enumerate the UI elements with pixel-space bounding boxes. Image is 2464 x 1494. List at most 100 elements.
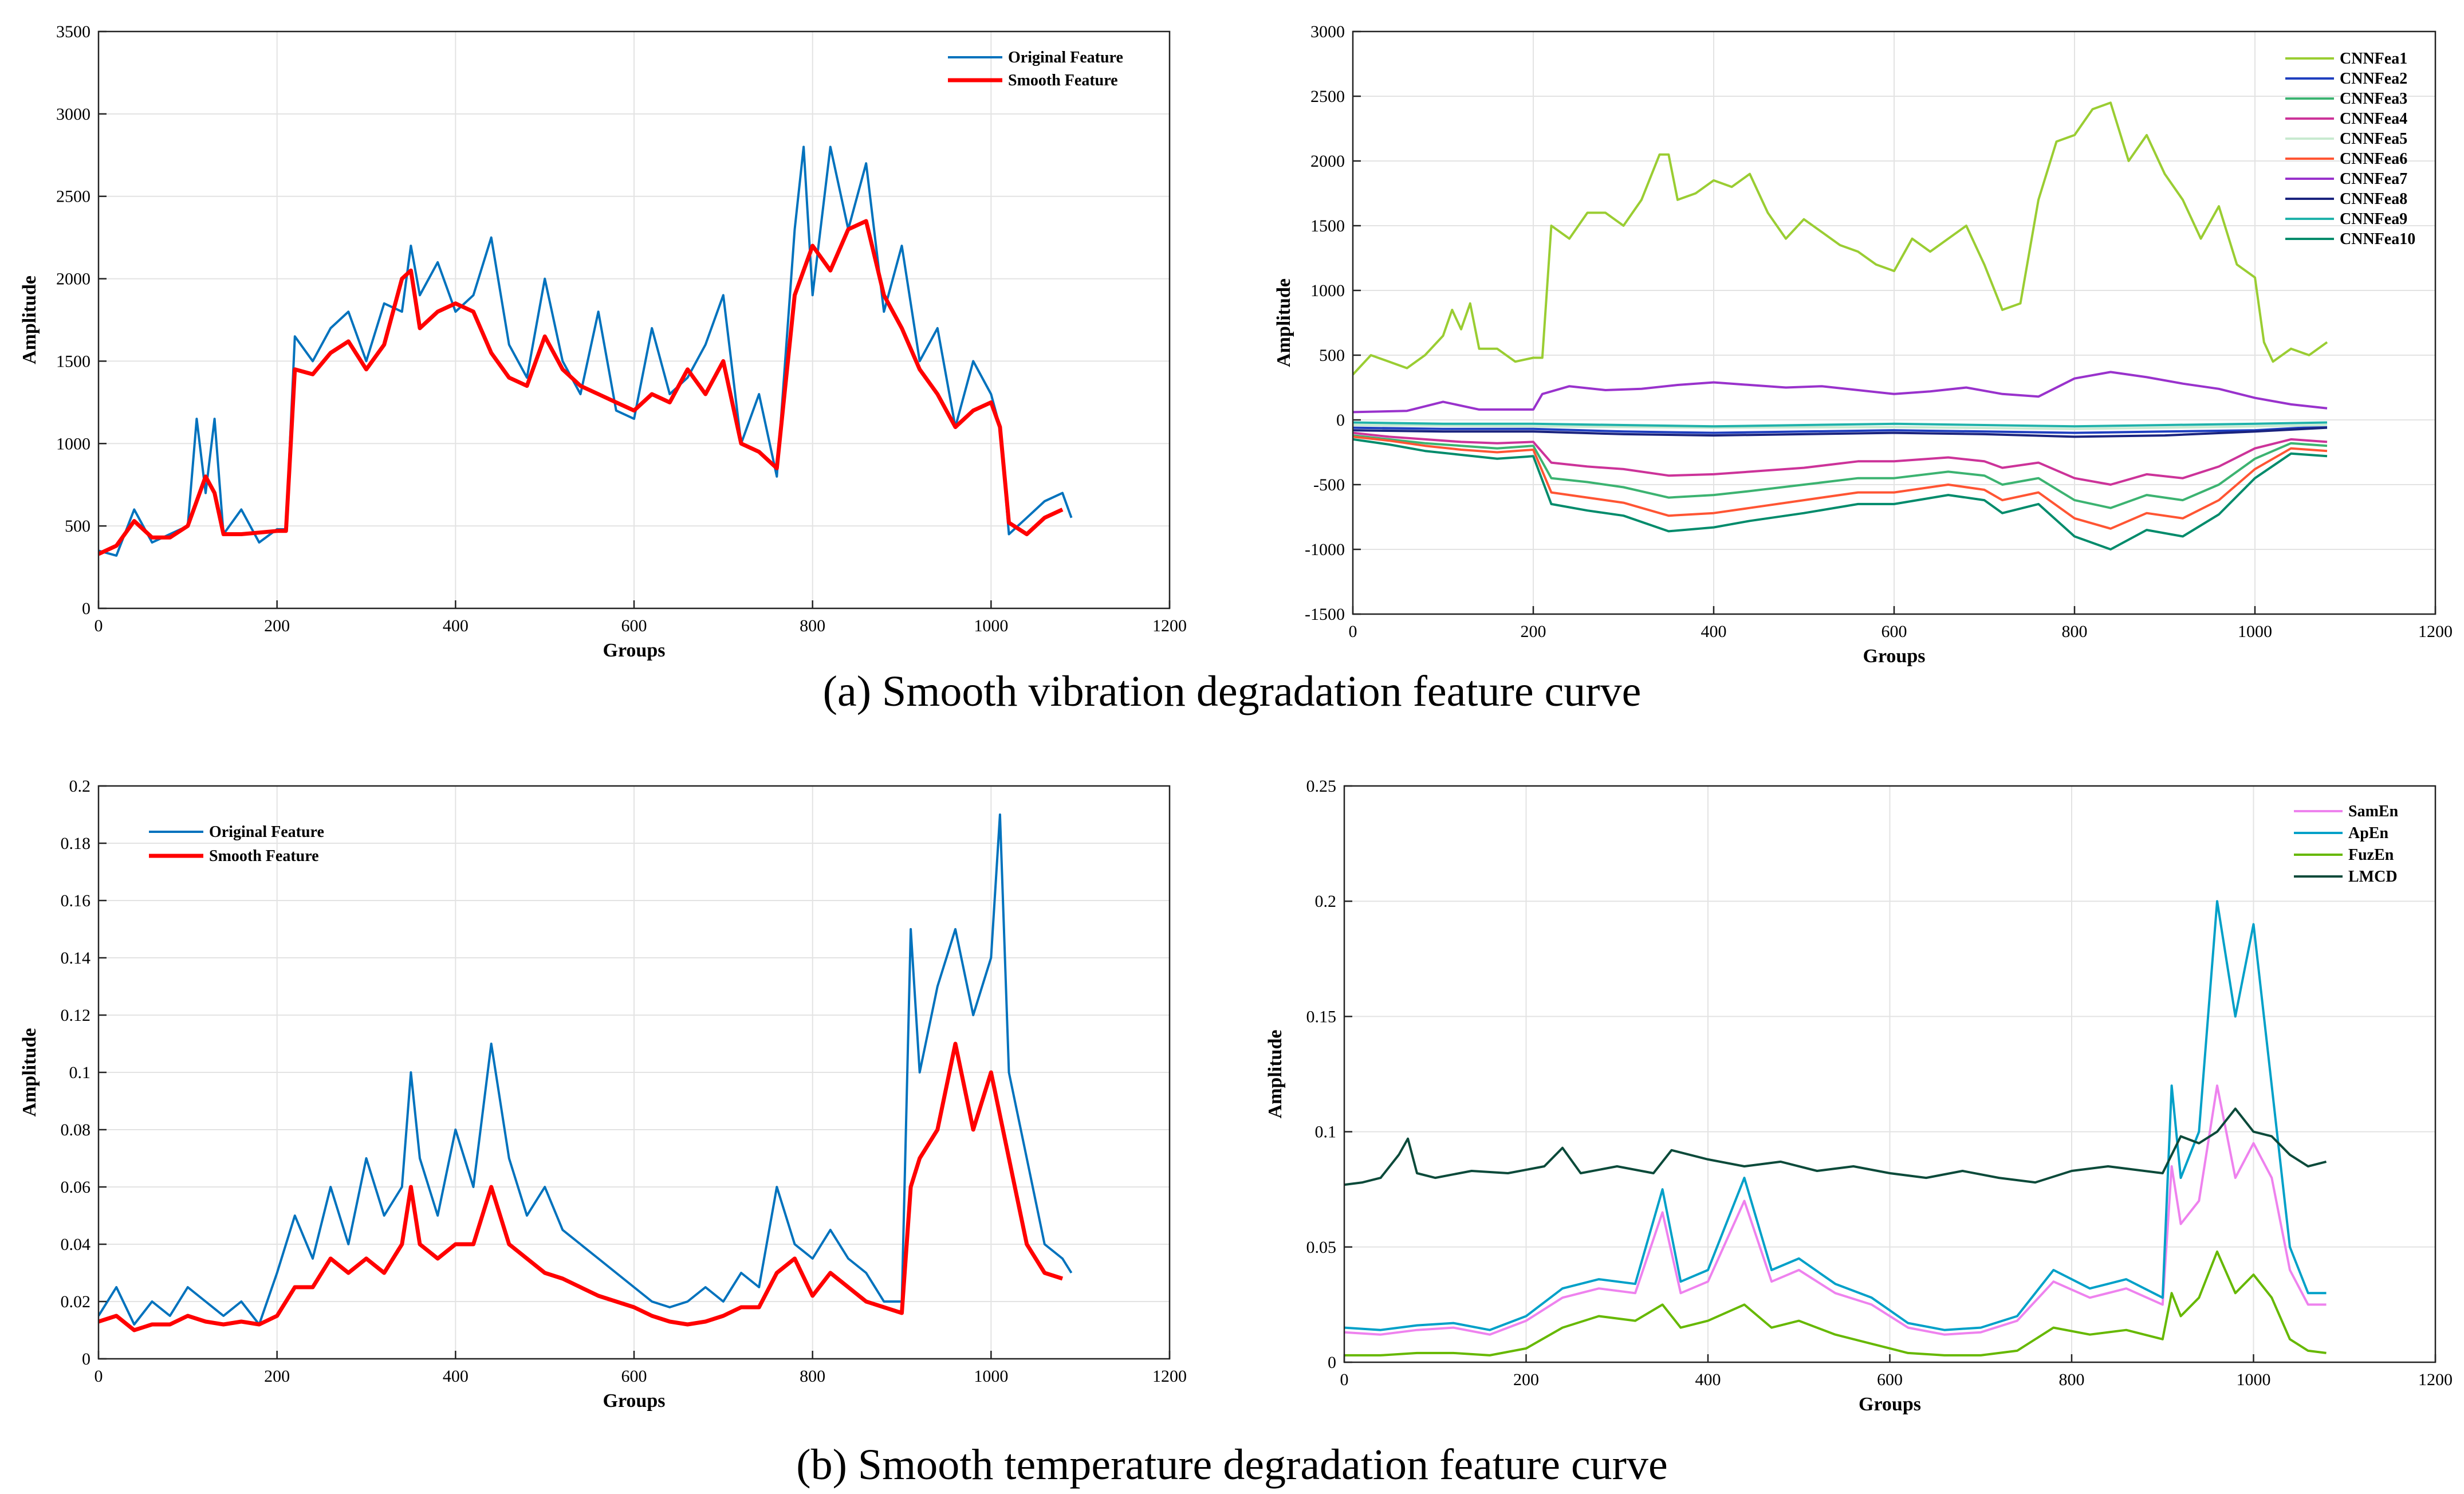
legend-label: CNNFea1 (2340, 50, 2407, 68)
legend-label: CNNFea6 (2340, 150, 2407, 168)
y-tick-label: 2000 (56, 270, 90, 289)
series-line-samen (1344, 1084, 2327, 1336)
legend: Original Feature Smooth Feature (149, 823, 324, 865)
y-tick-label: 1000 (56, 434, 90, 453)
y-tick-label: -1500 (1305, 605, 1345, 624)
y-tick-label: 0 (82, 599, 90, 618)
x-tick-label: 800 (800, 616, 825, 635)
y-tick-label: 0.02 (61, 1292, 91, 1311)
temperature-original-vs-smooth-chart: 0 200 400 600 800 1000 1200 0 0.02 0.04 0.06 0.08 0.… (19, 777, 1187, 1412)
x-tick-label: 400 (1701, 622, 1727, 641)
series-line-lmcd (1344, 1107, 2327, 1186)
caption-b: (b) Smooth temperature degradation featu… (796, 1441, 1667, 1489)
y-tick-label: 0.16 (61, 891, 91, 910)
y-axis-label: Amplitude (19, 1028, 40, 1117)
x-tick-label: 1000 (2238, 622, 2272, 641)
y-tick-label: 1500 (56, 352, 90, 371)
legend-label: CNNFea8 (2340, 190, 2407, 208)
x-tick-label: 200 (264, 1367, 290, 1386)
x-tick-label: 0 (95, 616, 103, 635)
series-line-cnnfea5 (1353, 424, 2328, 430)
x-tick-label: 1200 (1152, 1367, 1187, 1386)
x-tick-label: 400 (443, 616, 469, 635)
y-tick-label: -1000 (1305, 540, 1345, 559)
x-axis-label: Groups (1859, 1394, 1921, 1415)
x-tick-label: 600 (1882, 622, 1907, 641)
y-tick-label: 3000 (1310, 22, 1345, 41)
series-line-apen (1344, 900, 2327, 1331)
y-tick-label: 0 (1328, 1353, 1336, 1372)
y-tick-label: -500 (1313, 475, 1345, 494)
y-tick-label: 3500 (56, 22, 90, 41)
legend-label: FuzEn (2348, 846, 2394, 864)
y-tick-label: 2500 (56, 187, 90, 206)
legend: Original Feature Smooth Feature (948, 49, 1123, 89)
y-tick-label: 0.2 (1315, 892, 1337, 911)
x-tick-label: 800 (800, 1367, 825, 1386)
legend-label: Smooth Feature (209, 847, 319, 865)
series-line-fuzen (1344, 1250, 2327, 1357)
series-line-cnnfea7 (1353, 371, 2328, 414)
legend-label: CNNFea2 (2340, 70, 2407, 88)
x-axis-label: Groups (1863, 646, 1926, 667)
legend-label: SamEn (2348, 803, 2399, 820)
y-tick-label: 0.1 (1315, 1123, 1337, 1142)
series-line-original-feature (99, 813, 1073, 1326)
y-axis-label: Amplitude (19, 276, 40, 364)
x-tick-label: 1200 (2418, 1370, 2453, 1389)
series-line-cnnfea10 (1353, 438, 2328, 551)
x-tick-label: 800 (2062, 622, 2088, 641)
y-tick-label: 0.12 (61, 1006, 91, 1025)
legend-label: CNNFea5 (2340, 130, 2407, 148)
x-tick-label: 0 (1349, 622, 1357, 641)
y-tick-label: 500 (65, 517, 90, 536)
series-line-cnnfea6 (1353, 435, 2328, 530)
series-line-smooth-feature (99, 219, 1064, 556)
x-axis-label: Groups (603, 640, 666, 661)
legend-label: Original Feature (1008, 49, 1123, 66)
caption-a: (a) Smooth vibration degradation feature… (823, 667, 1642, 715)
y-tick-label: 0.08 (61, 1120, 91, 1139)
x-tick-label: 400 (443, 1367, 469, 1386)
legend-label: CNNFea4 (2340, 110, 2407, 128)
y-tick-label: 0.04 (61, 1235, 91, 1254)
y-tick-label: 0.15 (1306, 1007, 1337, 1026)
legend-label: CNNFea3 (2340, 90, 2407, 108)
x-tick-label: 200 (264, 616, 290, 635)
y-tick-label: 0 (82, 1350, 90, 1369)
y-axis-label: Amplitude (1265, 1030, 1286, 1119)
x-tick-label: 200 (1513, 1370, 1539, 1389)
y-tick-label: 3000 (56, 105, 90, 124)
x-tick-label: 0 (95, 1367, 103, 1386)
x-axis-label: Groups (603, 1390, 666, 1412)
series-line-cnnfea9 (1353, 421, 2328, 428)
y-tick-label: 2500 (1310, 87, 1345, 106)
x-tick-label: 1000 (974, 616, 1008, 635)
y-tick-label: 0.18 (61, 834, 91, 853)
x-tick-label: 200 (1521, 622, 1546, 641)
legend-label: CNNFea7 (2340, 170, 2407, 188)
series-line-cnnfea8 (1353, 426, 2328, 438)
vibration-original-vs-smooth-chart: 0 200 400 600 800 1000 1200 0 500 1000 1500 2000 250… (19, 22, 1187, 661)
y-tick-label: 1000 (1310, 281, 1345, 300)
temperature-entropy-features-chart: 0 200 400 600 800 1000 1200 0 0.05 0.1 0.15 0.2 0.25… (1265, 777, 2453, 1415)
legend: CNNFea1 CNNFea2 CNNFea3 CNNFea4 CNNFea5 CNNFe… (2285, 50, 2415, 248)
x-tick-label: 600 (1877, 1370, 1903, 1389)
series-line-cnnfea3 (1353, 434, 2328, 509)
series-line-smooth-feature (99, 1041, 1064, 1332)
y-tick-label: 0.14 (61, 949, 91, 968)
series-line-cnnfea1 (1353, 101, 2328, 376)
legend-label: Original Feature (209, 823, 324, 841)
x-tick-label: 0 (1340, 1370, 1349, 1389)
y-tick-label: 0.06 (61, 1178, 91, 1197)
y-tick-label: 0 (1336, 411, 1345, 430)
x-tick-label: 1000 (974, 1367, 1008, 1386)
x-tick-label: 800 (2059, 1370, 2085, 1389)
x-tick-label: 600 (621, 616, 647, 635)
legend-label: LMCD (2348, 868, 2398, 886)
legend-label: CNNFea9 (2340, 210, 2407, 228)
legend-label: CNNFea10 (2340, 230, 2415, 248)
x-tick-label: 1000 (2237, 1370, 2271, 1389)
x-tick-label: 1200 (2418, 622, 2453, 641)
series-line-cnnfea4 (1353, 431, 2328, 486)
